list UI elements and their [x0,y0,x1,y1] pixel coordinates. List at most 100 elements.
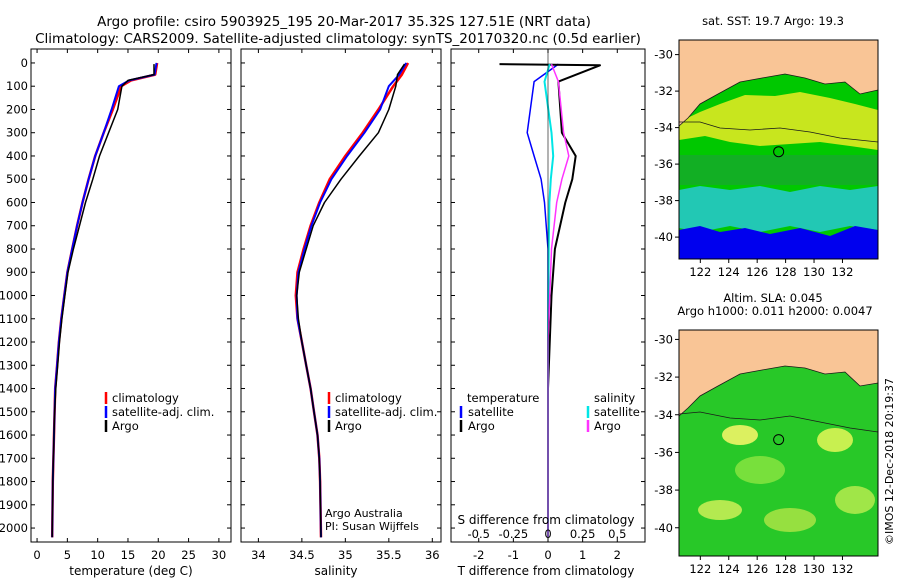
depth-tick-label: 1000 [0,289,28,303]
sla-blob [817,428,853,452]
x-tick-label: 34 [251,548,266,562]
legend-title-temperature: temperature [467,391,539,405]
lat-tick-label: -32 [654,370,673,384]
x-tick-label: 2 [614,548,621,562]
sla-map-axes: -30 -32 -34 -36 -38 -40 122 124 126 128 130 132 [654,332,853,576]
x-tick-label: 1 [579,548,586,562]
credit-argo-australia: Argo Australia [325,507,403,520]
s-diff-tick-label: 0.5 [608,527,626,541]
depth-tick-label: 600 [6,195,28,209]
lat-tick-label: -38 [654,483,673,497]
lon-tick-label: 122 [689,562,711,576]
legend-label-t-argo: Argo [468,419,495,433]
lat-tick-label: -34 [654,121,673,135]
x-tick-label: 34.5 [289,548,315,562]
s-diff-tick-label: 0.25 [570,527,596,541]
temperature-x-axis: 0 5 10 15 20 25 30 [33,49,226,562]
temperature-axis-label: temperature (deg C) [69,564,192,578]
x-tick-label: 36 [425,548,440,562]
x-tick-label: 10 [90,548,105,562]
t-difference-axis-label: T difference from climatology [457,564,635,578]
x-tick-label: 35.5 [376,548,402,562]
sst-coastline [679,73,878,127]
x-tick-label: 25 [181,548,196,562]
sla-blob [735,456,785,484]
depth-tick-label: 2000 [0,521,28,535]
legend-label-climatology: climatology [112,391,179,405]
legend-label-argo: Argo [112,419,139,433]
imos-watermark: ©IMOS 12-Dec-2018 20:19:37 [883,378,896,545]
depth-tick-label: 200 [6,102,28,116]
sla-blob [722,425,758,445]
lon-tick-label: 126 [746,562,768,576]
sst-map-land [679,40,878,126]
figure-title-line2: Climatology: CARS2009. Satellite-adjuste… [35,31,641,47]
depth-tick-label: 400 [6,149,28,163]
depth-tick-label: 700 [6,219,28,233]
sst-map-frame [678,39,879,260]
x-tick-label: 0 [544,548,551,562]
lon-tick-label: 124 [718,265,740,279]
depth-tick-label: 500 [6,172,28,186]
sst-band-blue [679,226,878,259]
temperature-legend: climatology satellite-adj. clim. Argo [104,391,214,433]
lon-tick-label: 130 [803,265,825,279]
lon-tick-label: 126 [746,265,768,279]
lon-tick-label: 122 [689,265,711,279]
salinity-legend: climatology satellite-adj. clim. Argo [327,391,437,433]
sst-band-dark-green [679,155,878,185]
depth-tick-label: 900 [6,265,28,279]
float-position-marker [773,146,785,158]
lat-tick-label: -40 [654,521,673,535]
series-line-argo [499,63,601,538]
lon-tick-label: 128 [775,265,797,279]
lon-tick-label: 132 [831,265,853,279]
sla-map-label-1: Altim. SLA: 0.045 [723,291,822,305]
depth-tick-label: 1100 [0,312,28,326]
sst-map [679,40,878,259]
sla-map-land [679,330,878,416]
legend-label-argo: Argo [335,419,362,433]
sst-map-label: sat. SST: 19.7 Argo: 19.3 [702,14,844,28]
x-tick-label: 5 [64,548,71,562]
x-tick-label: 35 [338,548,353,562]
sst-map-axes: -30 -32 -34 -36 -38 -40 122 124 126 128 130 132 [654,48,853,279]
figure-title-line1: Argo profile: csiro 5903925_195 20-Mar-2… [97,14,591,30]
depth-tick-label: 300 [6,126,28,140]
series-line-satellite [526,63,559,538]
depth-tick-label: 1300 [0,358,28,372]
depth-tick-label: 1600 [0,428,28,442]
series-line-climatology [294,62,410,538]
sla-contour [679,411,878,433]
temperature-panel-frame [30,48,232,543]
lat-tick-label: -30 [654,48,673,62]
sla-blob [698,500,742,520]
credit-pi: PI: Susan Wijffels [325,520,419,533]
lat-tick-label: -36 [654,157,673,171]
lat-tick-label: -32 [654,84,673,98]
lat-tick-label: -40 [654,230,673,244]
s-diff-tick-label: -0.5 [467,527,489,541]
depth-tick-label: 1400 [0,382,28,396]
sla-map [679,330,878,556]
sla-map-label-2: Argo h1000: 0.011 h2000: 0.0047 [677,304,872,318]
depth-tick-label: 1500 [0,405,28,419]
series-line-argo [547,63,570,538]
series-line-satellite-adj-clim- [295,62,408,538]
x-tick-label: 20 [151,548,166,562]
lat-tick-label: -38 [654,194,673,208]
difference-x-axis: -2 -1 0 1 2 [473,49,621,562]
salinity-x-axis: 34 34.5 35 35.5 36 [251,49,440,562]
depth-tick-label: 1200 [0,335,28,349]
temperature-lines [50,62,159,538]
salinity-lines [294,62,410,538]
x-tick-label: -1 [508,548,519,562]
series-line-argo [51,64,155,538]
legend-label-s-satellite: satellite [594,405,640,419]
depth-tick-label: 1900 [0,498,28,512]
sla-blob [764,508,816,532]
lat-tick-label: -30 [654,332,673,346]
float-position-marker [773,434,785,446]
lat-tick-label: -34 [654,408,673,422]
s-difference-axis-label: S difference from climatology [458,513,635,527]
